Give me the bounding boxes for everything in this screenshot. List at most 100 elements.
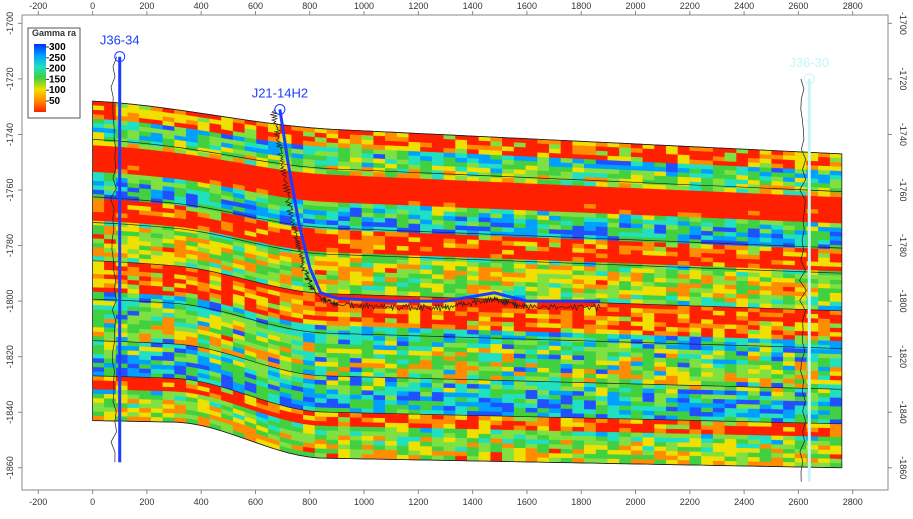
facies-cell [478,370,491,376]
facies-cell [736,183,749,190]
facies-cell [818,462,831,468]
facies-cell [338,275,351,281]
facies-cell [513,268,526,274]
facies-cell [502,425,515,431]
facies-cell [595,355,608,362]
facies-cell [654,344,667,350]
facies-cell [338,143,351,149]
y-tick-label: -1860 [5,456,15,479]
facies-cell [478,307,491,313]
facies-cell [607,378,620,384]
facies-cell [549,359,562,365]
facies-cell [572,323,585,330]
facies-cell [654,224,667,230]
facies-cell [642,330,655,336]
facies-cell [490,447,503,453]
facies-cell [326,352,339,359]
facies-cell [630,192,643,198]
facies-cell [771,431,784,437]
facies-cell [467,392,480,399]
facies-cell [349,417,363,423]
facies-cell [513,344,526,350]
facies-cell [490,280,503,287]
facies-cell [677,402,690,408]
x-tick-label: 1400 [463,497,483,507]
facies-cell [314,429,327,436]
facies-cell [549,238,562,244]
facies-cell [677,406,690,413]
facies-cell [349,403,363,410]
facies-cell [736,179,749,185]
facies-cell [92,207,105,213]
facies-cell [736,342,749,348]
facies-cell [794,352,807,359]
facies-cell [525,309,538,315]
facies-cell [783,212,796,218]
facies-cell [724,271,737,277]
facies-cell [373,222,386,228]
facies-cell [666,349,679,355]
facies-cell [572,185,585,191]
facies-cell [338,207,351,213]
facies-cell [642,201,655,208]
facies-cell [502,362,515,368]
facies-cell [771,290,784,296]
facies-cell [92,415,105,422]
facies-cell [654,330,667,337]
facies-cell [467,419,480,426]
facies-cell [712,456,725,462]
facies-cell [502,420,515,426]
facies-cell [759,255,772,261]
facies-cell [478,266,491,273]
facies-cell [560,184,573,191]
facies-cell [115,354,128,360]
facies-cell [607,356,620,362]
facies-cell [478,420,491,426]
facies-cell [724,443,737,449]
facies-cell [560,328,573,334]
facies-cell [724,253,737,260]
facies-cell [525,326,538,333]
facies-cell [537,363,550,369]
facies-cell [104,296,117,302]
facies-cell [92,260,105,266]
facies-cell [771,238,784,244]
facies-cell [455,275,468,281]
facies-cell [455,175,468,182]
x-tick-label-top: 1800 [571,1,591,11]
facies-cell [314,393,327,400]
facies-cell [443,387,456,394]
facies-cell [560,453,573,459]
facies-cell [560,278,573,285]
facies-cell [455,315,468,322]
facies-cell [326,329,339,336]
facies-cell [572,355,585,361]
facies-cell [478,384,491,390]
facies-cell [525,142,538,149]
facies-cell [549,242,562,249]
facies-cell [92,313,105,320]
facies-cell [759,206,772,213]
facies-cell [829,401,842,407]
facies-cell [584,288,597,294]
facies-cell [338,138,351,145]
facies-cell [584,266,597,272]
facies-cell [630,219,643,225]
facies-cell [572,270,585,276]
facies-cell [759,198,772,204]
facies-cell [829,227,842,233]
facies-cell [314,439,327,445]
facies-cell [584,172,597,178]
facies-cell [748,347,761,353]
facies-cell [150,408,164,414]
facies-cell [595,159,608,166]
facies-cell [829,231,842,237]
facies-cell [513,322,526,328]
facies-cell [560,243,573,249]
facies-cell [115,243,128,250]
facies-cell [92,180,105,187]
facies-cell [619,369,632,376]
facies-cell [490,186,503,192]
facies-cell [689,451,702,457]
facies-cell [759,395,772,401]
